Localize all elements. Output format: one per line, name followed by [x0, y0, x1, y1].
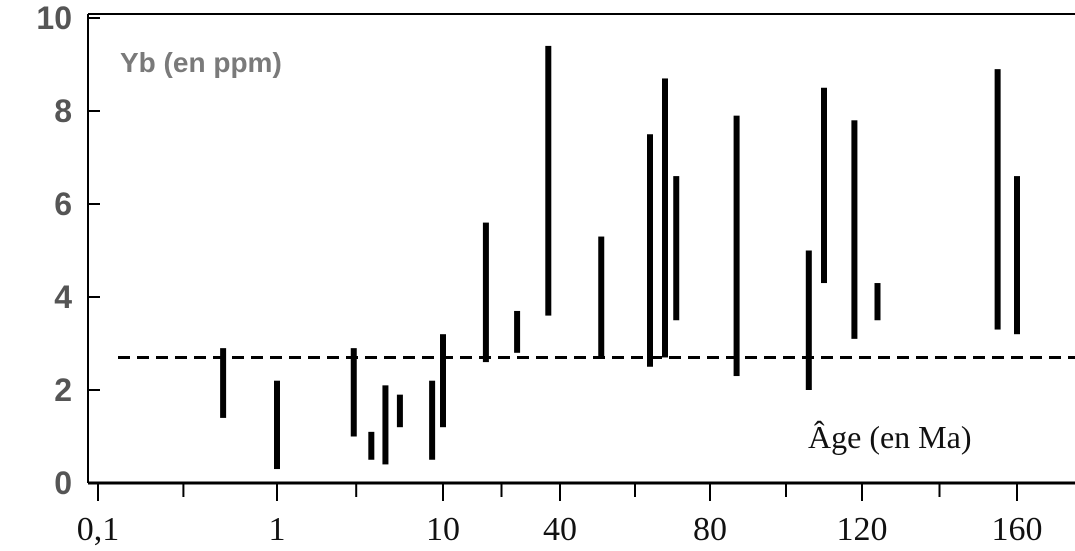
range-bar	[220, 348, 227, 418]
y-tick-label: 2	[54, 372, 72, 408]
range-bar	[733, 115, 740, 377]
range-bar	[350, 348, 357, 437]
range-bar	[598, 236, 605, 358]
range-bar	[429, 380, 436, 460]
range-bar	[1014, 176, 1020, 335]
range-bar	[647, 134, 653, 367]
range-bar	[396, 394, 403, 428]
range-bar	[514, 310, 521, 353]
y-tick-label: 0	[54, 465, 72, 501]
y-ticks: 0 2 4 6 8 10	[36, 0, 100, 501]
x-tick-label: 40	[543, 511, 577, 548]
range-bar	[440, 334, 446, 428]
x-tick-label: 1	[269, 511, 286, 548]
x-tick-label: 80	[693, 511, 727, 548]
x-tick-label: 120	[837, 511, 888, 548]
y-tick-label: 4	[54, 279, 72, 315]
range-bar	[821, 87, 827, 284]
x-tick-label: 0,1	[77, 511, 120, 548]
range-bar	[482, 222, 489, 363]
x-tick-label: 10	[426, 511, 460, 548]
range-bar	[874, 283, 881, 321]
range-bar	[545, 45, 552, 316]
range-bar	[851, 120, 858, 339]
y-tick-label: 6	[54, 186, 72, 222]
range-bar	[673, 176, 680, 321]
y-axis-label: Yb (en ppm)	[120, 47, 282, 78]
range-bar	[662, 78, 668, 358]
range-bars	[220, 45, 1020, 470]
x-ticks: 0,1 1 10 40 80 120 160	[77, 483, 1043, 548]
x-axis-label: Âge (en Ma)	[808, 419, 971, 455]
x-tick-label: 160	[992, 511, 1043, 548]
range-bar	[805, 250, 812, 390]
range-bar	[382, 385, 389, 465]
range-bar	[368, 431, 375, 460]
range-bar	[994, 69, 1001, 330]
y-tick-label: 10	[36, 0, 72, 36]
y-tick-label: 8	[54, 93, 72, 129]
plot-frame	[87, 13, 1075, 485]
range-bar	[274, 380, 280, 470]
